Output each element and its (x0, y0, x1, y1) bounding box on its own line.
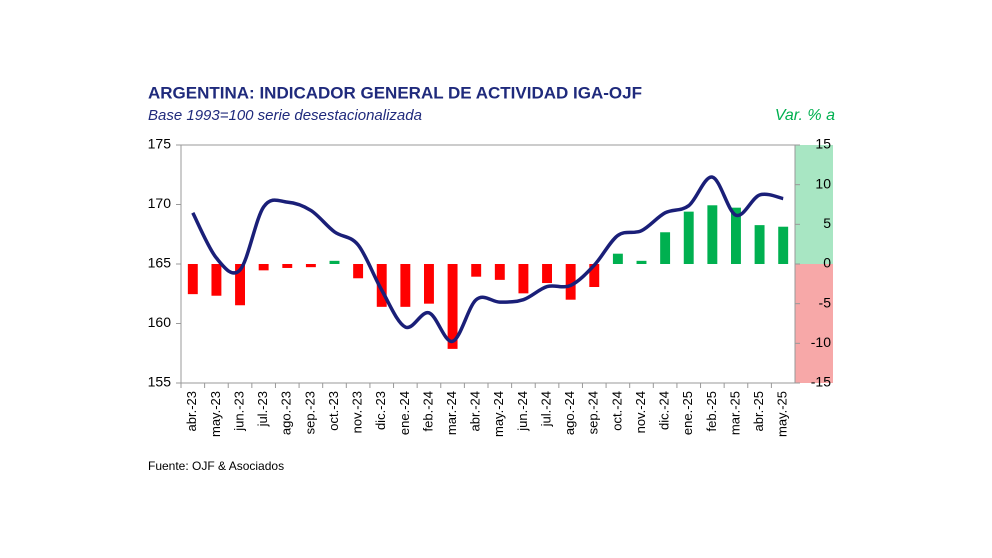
chart-title: ARGENTINA: INDICADOR GENERAL DE ACTIVIDA… (148, 83, 642, 102)
bar (447, 264, 458, 349)
x-tick-label: abr.-25 (751, 391, 766, 431)
bar (211, 264, 222, 296)
bar (471, 264, 482, 277)
bar (707, 205, 718, 264)
x-tick-label: may.-24 (491, 391, 506, 437)
x-tick-label: sep.-24 (586, 391, 601, 434)
y-tick-label: 170 (148, 195, 172, 211)
y2-negative-band (795, 264, 833, 383)
bar (258, 264, 269, 271)
x-tick-label: feb.-24 (420, 391, 435, 431)
x-tick-label: ene.-24 (397, 391, 412, 435)
y2-tick-label: -15 (811, 374, 831, 390)
bar (235, 264, 245, 306)
bar (282, 264, 293, 268)
bar (400, 264, 411, 307)
plot-frame (180, 144, 796, 384)
x-tick-label: abr.-24 (468, 391, 483, 431)
bar (353, 264, 364, 279)
bar (778, 226, 789, 264)
bar (754, 225, 765, 264)
x-tick-label: nov.-23 (350, 391, 365, 433)
bar (494, 264, 505, 280)
x-tick-label: abr.-23 (184, 391, 199, 431)
x-tick-label: mar.-24 (444, 391, 459, 435)
x-tick-label: may.-23 (208, 391, 223, 437)
x-tick-label: oct.-24 (609, 391, 624, 431)
bar (612, 253, 623, 264)
chart-subtitle: Base 1993=100 serie desestacionalizada (148, 107, 422, 124)
bar (731, 207, 741, 264)
bar (565, 264, 576, 300)
y2-tick-label: 15 (815, 136, 831, 152)
bar (683, 211, 694, 264)
x-tick-label: ene.-25 (680, 391, 695, 435)
x-tick-label: nov.-24 (633, 391, 648, 433)
bar (329, 260, 340, 264)
bar (518, 264, 529, 294)
x-tick-label: feb.-25 (704, 391, 719, 431)
x-tick-label: jul.-23 (255, 391, 270, 427)
bar (187, 264, 198, 295)
x-tick-label: jun.-24 (515, 391, 530, 432)
bar (636, 260, 647, 264)
y2-tick-label: -10 (811, 334, 831, 350)
x-tick-label: jul.-24 (538, 391, 553, 427)
y-tick-label: 160 (148, 314, 172, 330)
y2-tick-label: 10 (815, 175, 831, 191)
y-tick-label: 175 (148, 136, 172, 152)
y2-tick-label: 5 (823, 215, 831, 231)
x-tick-label: sep.-23 (302, 391, 317, 434)
x-tick-label: dic.-24 (657, 391, 672, 430)
line (191, 175, 784, 344)
x-tick-label: ago.-24 (562, 391, 577, 435)
source: Fuente: OJF & Asociados (148, 459, 284, 473)
x-tick-label: mar.-25 (727, 391, 742, 435)
y2-axis-title: Var. % a (775, 107, 835, 124)
bar (660, 232, 671, 264)
bar (589, 264, 600, 288)
x-tick-label: may.-25 (775, 391, 790, 437)
bar (376, 264, 387, 307)
x-tick-label: oct.-23 (326, 391, 341, 431)
y-tick-label: 155 (148, 374, 172, 390)
y-tick-label: 165 (148, 255, 172, 271)
x-tick-label: jun.-23 (231, 391, 246, 432)
bar (305, 264, 316, 268)
x-tick-label: ago.-23 (279, 391, 294, 435)
x-tick-label: dic.-23 (373, 391, 388, 430)
y2-positive-band (795, 145, 833, 264)
bar (542, 264, 552, 284)
y2-tick-label: -5 (819, 294, 832, 310)
y2-tick-label: 0 (823, 255, 831, 271)
bar (424, 264, 434, 304)
